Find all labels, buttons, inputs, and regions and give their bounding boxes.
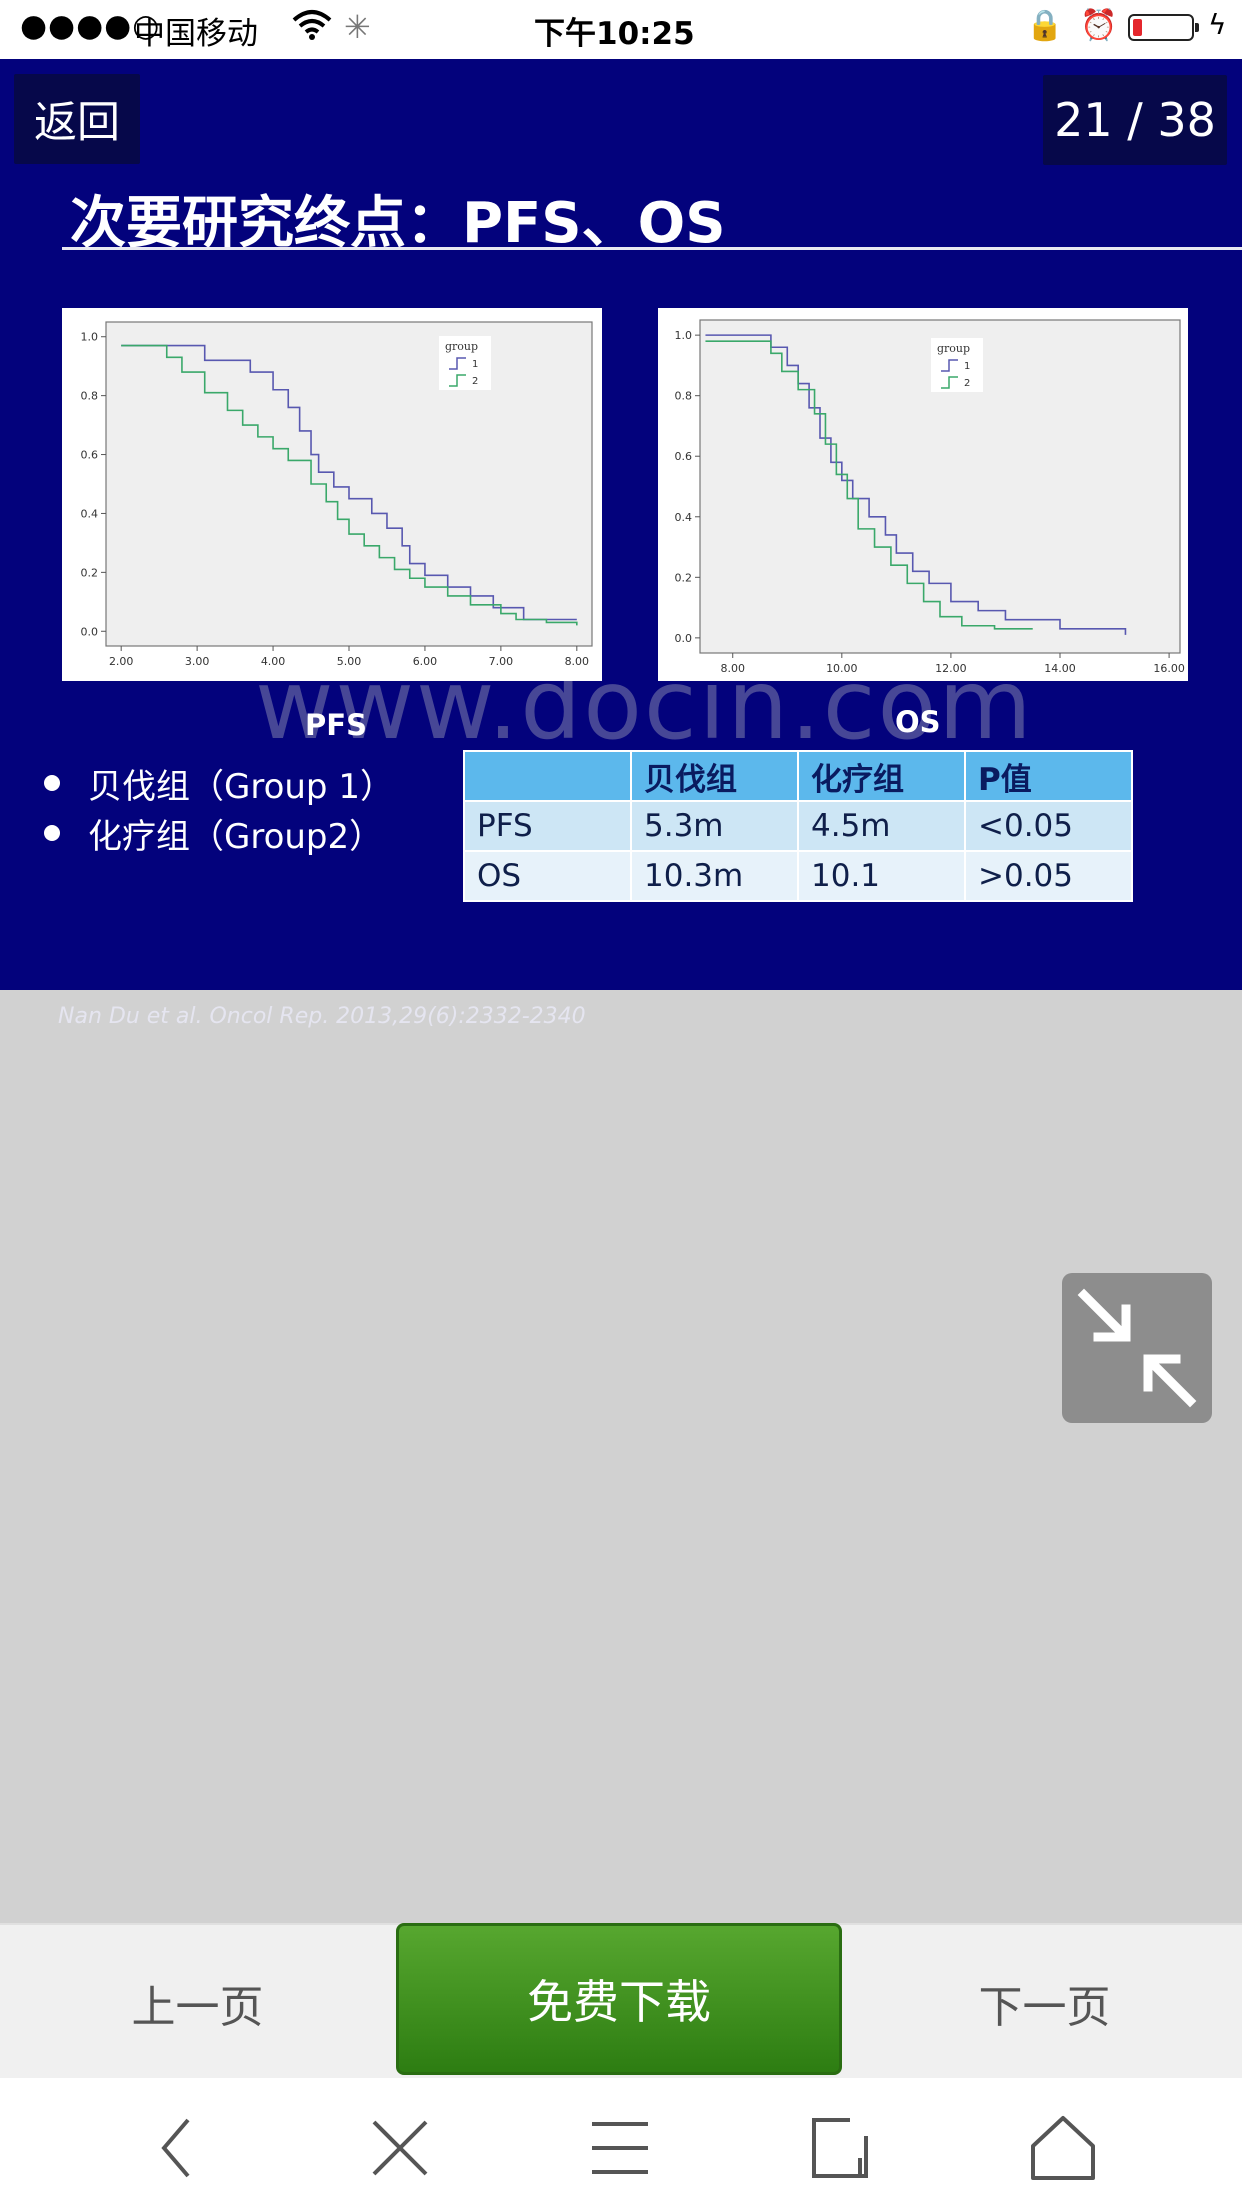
x-tick-label: 12.00 <box>935 662 967 675</box>
pfs-chart-svg: 0.0 0.2 0.4 0.6 0.8 1.0 2.00 3.00 4.00 5.00 6.00 7.… <box>81 321 593 668</box>
download-button[interactable]: 免费下载 <box>396 1923 842 2075</box>
slide-title: 次要研究终点：PFS、OS <box>70 191 726 256</box>
legend-box <box>439 336 491 390</box>
wifi-icon <box>292 8 332 50</box>
pfs-chart: 0.0 0.2 0.4 0.6 0.8 1.0 2.00 3.00 4.00 5.00 6.00 7.… <box>62 308 602 681</box>
legend-item-group1: 贝伐组（Group 1） <box>44 758 394 808</box>
x-tick-label: 8.00 <box>720 662 745 675</box>
y-tick-label: 0.8 <box>675 390 693 403</box>
legend-swatch <box>449 374 466 387</box>
series-line-group-2 <box>705 340 1033 630</box>
table-cell: >0.05 <box>964 850 1133 902</box>
bullet-icon <box>44 825 60 841</box>
os-chart-svg: 0.0 0.2 0.4 0.6 0.8 1.0 8.00 10.00 12.00 14.00 16.… <box>675 319 1185 675</box>
table-cell: 5.3m <box>630 800 799 852</box>
y-tick-label: 1.0 <box>675 329 693 342</box>
legend-title: group <box>937 342 970 355</box>
series-line-group-2 <box>121 344 578 626</box>
table-header-row: 贝伐组 化疗组 P值 <box>463 750 1133 802</box>
y-tick-label: 0.4 <box>81 507 99 520</box>
x-tick-label: 3.00 <box>185 655 210 668</box>
x-tick-label: 8.00 <box>565 655 590 668</box>
legend-swatch <box>449 357 466 370</box>
x-tick-label: 14.00 <box>1044 662 1076 675</box>
y-tick-label: 0.4 <box>675 511 693 524</box>
home-icon[interactable] <box>1023 2108 1103 2188</box>
legend-item-label: 贝伐组（Group 1） <box>88 766 394 807</box>
table-header: 化疗组 <box>797 750 966 802</box>
legend-swatch <box>941 359 958 372</box>
x-tick-label: 7.00 <box>489 655 514 668</box>
table-cell: PFS <box>463 800 632 852</box>
legend-item-label: 化疗组（Group2） <box>88 816 384 857</box>
table-row: OS 10.3m 10.1 >0.05 <box>463 850 1133 902</box>
table-row: PFS 5.3m 4.5m <0.05 <box>463 800 1133 852</box>
charging-icon: ϟ <box>1208 8 1227 41</box>
y-tick-label: 0.6 <box>675 450 693 463</box>
table-cell: 10.3m <box>630 850 799 902</box>
alarm-icon: ⏰ <box>1080 8 1118 43</box>
table-header: P值 <box>964 750 1133 802</box>
table-cell: 10.1 <box>797 850 966 902</box>
y-tick-label: 0.2 <box>675 571 693 584</box>
y-tick-label: 0.8 <box>81 390 99 403</box>
legend-item-group2: 化疗组（Group2） <box>44 808 394 858</box>
legend-series-label: 1 <box>472 359 478 370</box>
plot-area <box>105 321 593 647</box>
x-tick-label: 6.00 <box>413 655 438 668</box>
y-tick-label: 1.0 <box>81 331 99 344</box>
x-tick-label: 2.00 <box>109 655 134 668</box>
group-legend: 贝伐组（Group 1） 化疗组（Group2） <box>44 758 394 858</box>
title-divider <box>62 247 1242 250</box>
y-tick-label: 0.0 <box>81 625 99 638</box>
table-cell: 4.5m <box>797 800 966 852</box>
os-chart: 0.0 0.2 0.4 0.6 0.8 1.0 8.00 10.00 12.00 14.00 16.… <box>658 308 1188 681</box>
carrier-name: 中国移动 <box>134 16 258 52</box>
legend-series-label: 2 <box>472 376 478 387</box>
browser-toolbar <box>0 2078 1242 2208</box>
citation: Nan Du et al. Oncol Rep. 2013,29(6):2332… <box>58 1004 586 1029</box>
table-cell: OS <box>463 850 632 902</box>
bullet-icon <box>44 775 60 791</box>
legend-series-label: 1 <box>964 361 970 372</box>
results-table: 贝伐组 化疗组 P值 PFS 5.3m 4.5m <0.05 OS 10.3m … <box>463 750 1133 902</box>
next-page-button[interactable]: 下一页 <box>978 1981 1111 2033</box>
series-line-group-1 <box>121 344 577 621</box>
os-caption: OS <box>895 705 941 739</box>
orientation-lock-icon: 🔒 <box>1026 8 1064 43</box>
activity-spinner-icon: ✳ <box>344 8 371 46</box>
back-button[interactable]: 返回 <box>14 74 140 164</box>
table-header: 贝伐组 <box>630 750 799 802</box>
table-header <box>463 750 632 802</box>
legend-swatch <box>941 376 958 389</box>
table-cell: <0.05 <box>964 800 1133 852</box>
exit-fullscreen-icon <box>1077 1288 1197 1408</box>
back-icon[interactable] <box>140 2108 220 2188</box>
tabs-icon[interactable] <box>800 2108 880 2188</box>
clock: 下午10:25 <box>534 16 695 52</box>
exit-fullscreen-button[interactable] <box>1062 1273 1212 1423</box>
y-tick-label: 0.2 <box>81 566 99 579</box>
x-tick-label: 5.00 <box>337 655 362 668</box>
page-counter: 21 / 38 <box>1043 75 1227 165</box>
pfs-caption: PFS <box>305 708 367 742</box>
y-tick-label: 0.0 <box>675 632 693 645</box>
prev-page-button[interactable]: 上一页 <box>131 1981 264 2033</box>
x-tick-label: 4.00 <box>261 655 286 668</box>
status-bar: ●●●●○ 中国移动 ✳ 下午10:25 🔒 ⏰ ϟ <box>0 0 1242 59</box>
x-tick-label: 10.00 <box>826 662 858 675</box>
menu-icon[interactable] <box>580 2108 660 2188</box>
x-tick-label: 16.00 <box>1153 662 1185 675</box>
close-icon[interactable] <box>360 2108 440 2188</box>
legend-title: group <box>445 340 478 353</box>
y-tick-label: 0.6 <box>81 449 99 462</box>
battery-icon <box>1128 14 1199 41</box>
legend-box <box>931 338 983 392</box>
signal-strength: ●●●●○ <box>20 8 161 44</box>
legend-series-label: 2 <box>964 378 970 389</box>
